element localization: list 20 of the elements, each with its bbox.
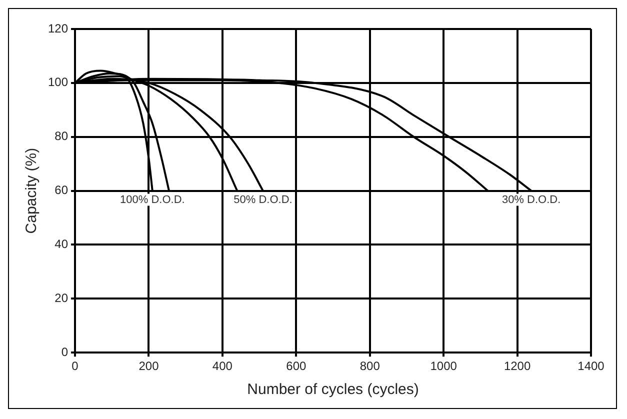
x-axis-title: Number of cycles (cycles) bbox=[247, 381, 419, 398]
x-tick-label: 1000 bbox=[430, 359, 458, 374]
x-tick-label: 1200 bbox=[504, 359, 531, 374]
y-tick-label: 20 bbox=[54, 290, 68, 305]
y-tick-label: 120 bbox=[48, 21, 68, 36]
y-tick-label: 40 bbox=[54, 237, 68, 252]
x-tick-label: 800 bbox=[360, 359, 380, 374]
y-tick-label: 0 bbox=[61, 344, 68, 359]
y-tick-label: 60 bbox=[54, 183, 68, 198]
annotation: 100% D.O.D. bbox=[120, 194, 185, 206]
x-tick-label: 0 bbox=[72, 359, 79, 374]
x-tick-label: 1400 bbox=[578, 359, 605, 374]
x-tick-label: 400 bbox=[212, 359, 233, 374]
y-tick-label: 100 bbox=[48, 75, 68, 90]
annotation: 50% D.O.D. bbox=[234, 194, 292, 206]
x-tick-label: 200 bbox=[138, 359, 160, 374]
annotation: 30% D.O.D. bbox=[502, 194, 561, 206]
y-axis-title: Capacity (%) bbox=[23, 148, 40, 234]
x-tick-label: 600 bbox=[286, 359, 306, 374]
y-tick-label: 80 bbox=[54, 129, 68, 144]
